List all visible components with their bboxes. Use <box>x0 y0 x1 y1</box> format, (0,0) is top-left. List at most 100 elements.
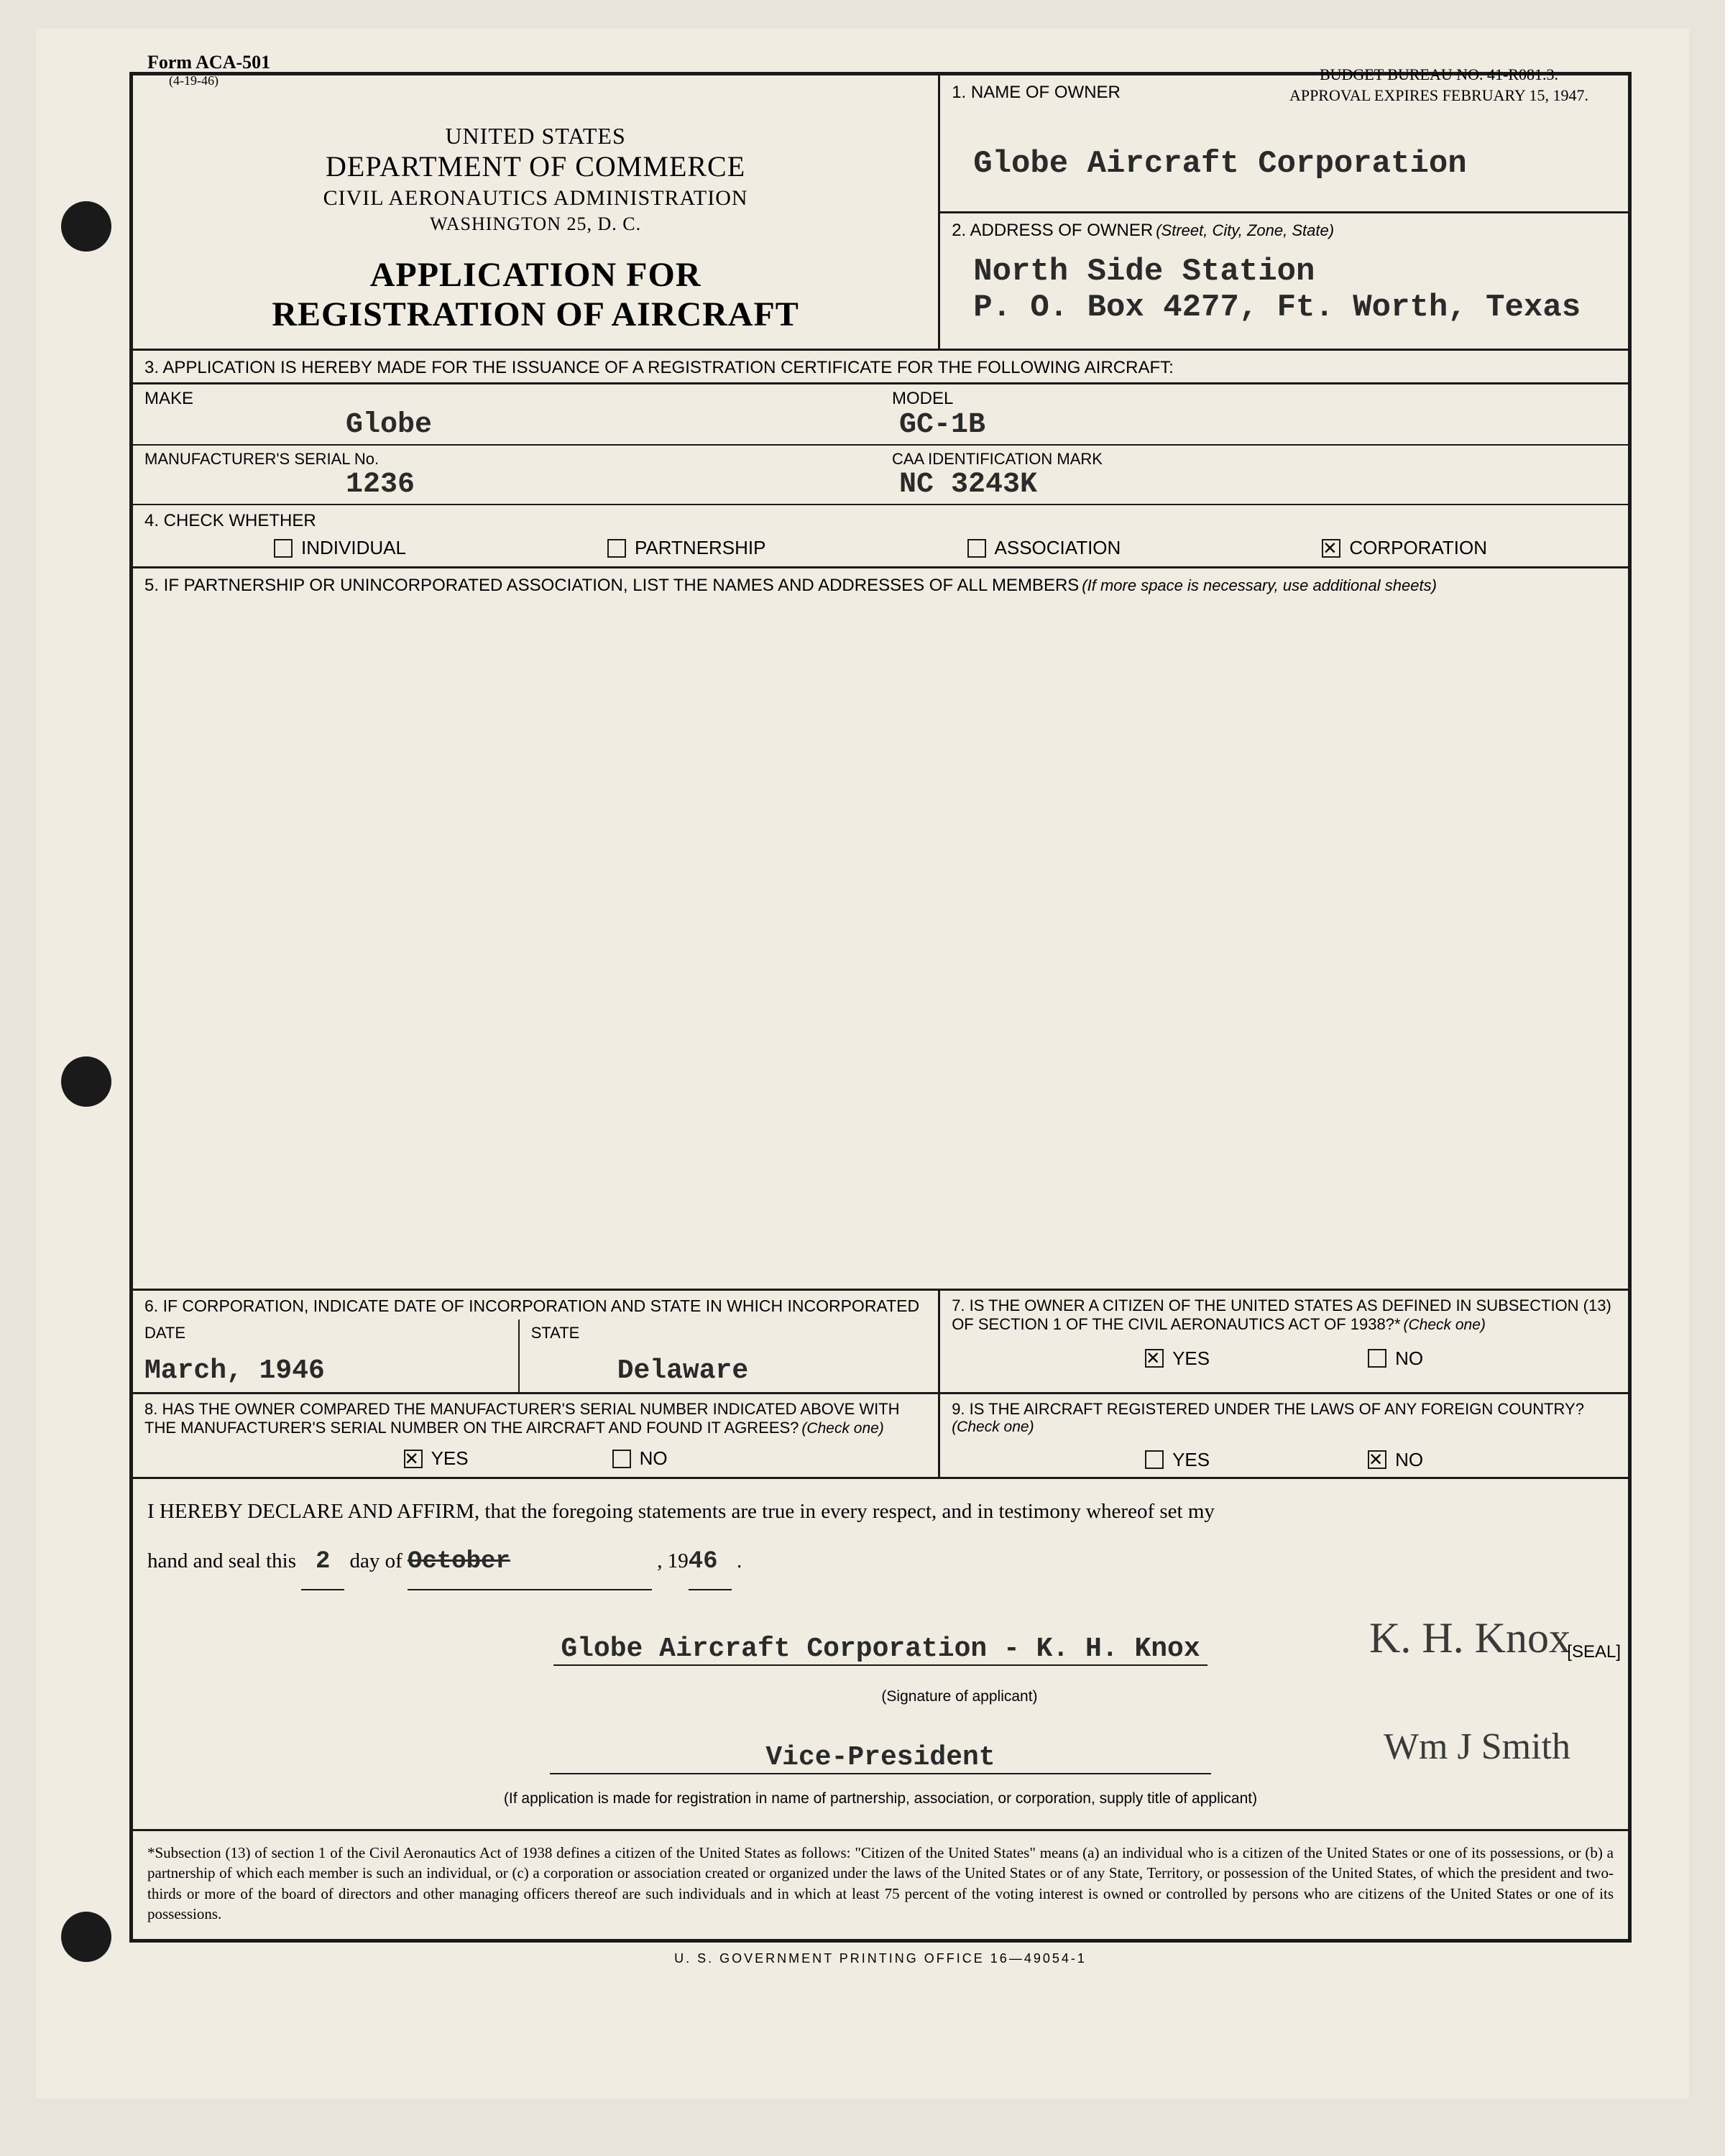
incorp-date-label: DATE <box>144 1324 507 1342</box>
declare-mid: day of <box>349 1549 402 1572</box>
owner-name-cell: 1. NAME OF OWNER Globe Aircraft Corporat… <box>940 75 1628 213</box>
owner-name-value: Globe Aircraft Corporation <box>973 146 1616 182</box>
section9: 9. IS THE AIRCRAFT REGISTERED UNDER THE … <box>940 1394 1628 1477</box>
owner-address-cell: 2. ADDRESS OF OWNER (Street, City, Zone,… <box>940 213 1628 349</box>
caa-mark-cell: CAA IDENTIFICATION MARK NC 3243K <box>880 446 1628 504</box>
section5-hint: (If more space is necessary, use additio… <box>1082 576 1437 594</box>
label-partnership: PARTNERSHIP <box>635 537 766 559</box>
section5-label: 5. IF PARTNERSHIP OR UNINCORPORATED ASSO… <box>144 576 1079 595</box>
document-page: Form ACA-501 (4-19-46) BUDGET BUREAU NO.… <box>36 29 1689 2099</box>
punch-hole <box>61 1056 111 1107</box>
section4: 4. CHECK WHETHER INDIVIDUAL PARTNERSHIP … <box>133 505 1628 568</box>
q9-yes: YES <box>1145 1449 1210 1471</box>
checkbox-q8-no[interactable] <box>612 1450 631 1468</box>
title-caption: (If application is made for registration… <box>147 1789 1614 1807</box>
opt-individual: INDIVIDUAL <box>274 537 406 559</box>
section9-hint: (Check one) <box>952 1419 1034 1435</box>
model-cell: MODEL GC-1B <box>880 384 1628 444</box>
incorp-date-value: March, 1946 <box>144 1355 507 1386</box>
declare-month: October <box>408 1535 652 1590</box>
label-individual: INDIVIDUAL <box>301 537 406 559</box>
footnote: *Subsection (13) of section 1 of the Civ… <box>133 1831 1628 1938</box>
form-id: Form ACA-501 <box>147 52 270 73</box>
q9-no: NO <box>1368 1449 1423 1471</box>
declare-period: . <box>737 1549 742 1572</box>
q7-no: NO <box>1368 1348 1423 1370</box>
row-6-7: 6. IF CORPORATION, INDICATE DATE OF INCO… <box>133 1291 1628 1394</box>
punch-hole <box>61 1912 111 1962</box>
signature-handwritten: K. H. Knox <box>1369 1590 1570 1685</box>
section6-fields: DATE March, 1946 STATE Delaware <box>133 1319 938 1392</box>
section9-label: 9. IS THE AIRCRAFT REGISTERED UNDER THE … <box>952 1400 1584 1418</box>
checkbox-partnership[interactable] <box>607 539 626 558</box>
label-q8-yes: YES <box>431 1447 469 1470</box>
applicant-title: Vice-President <box>550 1742 1210 1774</box>
label-q9-no: NO <box>1395 1449 1423 1471</box>
serial-value: 1236 <box>346 469 869 501</box>
make-label: MAKE <box>144 389 869 409</box>
row-8-9: 8. HAS THE OWNER COMPARED THE MANUFACTUR… <box>133 1394 1628 1479</box>
checkbox-q7-no[interactable] <box>1368 1349 1386 1368</box>
declaration-block: I HEREBY DECLARE AND AFFIRM, that the fo… <box>133 1479 1628 1831</box>
model-value: GC-1B <box>899 409 1616 441</box>
declare-line2: hand and seal this 2 day of October , 19… <box>147 1535 1614 1590</box>
owner-addr-line1: North Side Station <box>973 254 1616 290</box>
checkbox-q7-yes[interactable] <box>1145 1349 1164 1368</box>
label-q7-yes: YES <box>1172 1348 1210 1370</box>
applicant-signature-typed: Globe Aircraft Corporation - K. H. Knox <box>553 1634 1207 1666</box>
section4-label: 4. CHECK WHETHER <box>144 511 1616 531</box>
serial-cell: MANUFACTURER'S SERIAL No. 1236 <box>133 446 880 504</box>
incorp-date-cell: DATE March, 1946 <box>133 1319 520 1392</box>
checkbox-q9-no[interactable] <box>1368 1450 1386 1469</box>
signature-secondary: Wm J Smith <box>1384 1706 1570 1788</box>
header-washington: WASHINGTON 25, D. C. <box>147 213 924 235</box>
form-container: UNITED STATES DEPARTMENT OF COMMERCE CIV… <box>129 72 1632 1943</box>
q8-no: NO <box>612 1447 668 1470</box>
label-corporation: CORPORATION <box>1349 537 1487 559</box>
section3-label: 3. APPLICATION IS HEREBY MADE FOR THE IS… <box>133 351 1628 384</box>
checkbox-association[interactable] <box>967 539 986 558</box>
owner-addr-line2: P. O. Box 4277, Ft. Worth, Texas <box>973 290 1616 326</box>
section3-text: 3. APPLICATION IS HEREBY MADE FOR THE IS… <box>144 358 1174 377</box>
section8: 8. HAS THE OWNER COMPARED THE MANUFACTUR… <box>133 1394 940 1477</box>
label-q9-yes: YES <box>1172 1449 1210 1471</box>
section7: 7. IS THE OWNER A CITIZEN OF THE UNITED … <box>940 1291 1628 1392</box>
header-caa: CIVIL AERONAUTICS ADMINISTRATION <box>147 186 924 211</box>
label-q7-no: NO <box>1395 1348 1423 1370</box>
model-label: MODEL <box>892 389 1616 409</box>
section6-label: 6. IF CORPORATION, INDICATE DATE OF INCO… <box>133 1291 938 1319</box>
caa-mark-value: NC 3243K <box>899 469 1616 501</box>
declare-pre: hand and seal this <box>147 1549 296 1572</box>
label-q8-no: NO <box>640 1447 668 1470</box>
q8-yes: YES <box>404 1447 469 1470</box>
serial-label: MANUFACTURER'S SERIAL No. <box>144 450 869 469</box>
checkbox-individual[interactable] <box>274 539 293 558</box>
checkbox-corporation[interactable] <box>1322 539 1340 558</box>
opt-corporation: CORPORATION <box>1322 537 1487 559</box>
header-application: APPLICATION FOR <box>147 255 924 295</box>
section7-label: 7. IS THE OWNER A CITIZEN OF THE UNITED … <box>952 1296 1611 1333</box>
checkbox-q8-yes[interactable] <box>404 1450 423 1468</box>
label-association: ASSOCIATION <box>995 537 1121 559</box>
owner-addr-hint: (Street, City, Zone, State) <box>1156 221 1334 239</box>
owner-addr-label: 2. ADDRESS OF OWNER <box>952 221 1153 240</box>
punch-hole <box>61 201 111 252</box>
make-cell: MAKE Globe <box>133 384 880 444</box>
section7-options: YES NO <box>952 1348 1616 1370</box>
incorp-state-value: Delaware <box>617 1355 926 1386</box>
section6: 6. IF CORPORATION, INDICATE DATE OF INCO… <box>133 1291 940 1392</box>
owner-name-label: 1. NAME OF OWNER <box>952 83 1616 103</box>
section7-hint: (Check one) <box>1404 1317 1486 1333</box>
section5: 5. IF PARTNERSHIP OR UNINCORPORATED ASSO… <box>133 568 1628 1291</box>
make-model-row: MAKE Globe MODEL GC-1B <box>133 384 1628 446</box>
declare-post: , 19 <box>657 1549 689 1572</box>
checkbox-q9-yes[interactable] <box>1145 1450 1164 1469</box>
form-date-code: (4-19-46) <box>169 73 218 88</box>
header-title-block: UNITED STATES DEPARTMENT OF COMMERCE CIV… <box>133 75 940 351</box>
gpo-line: U. S. GOVERNMENT PRINTING OFFICE 16—4905… <box>129 1951 1632 1966</box>
caa-mark-label: CAA IDENTIFICATION MARK <box>892 450 1616 469</box>
opt-association: ASSOCIATION <box>967 537 1121 559</box>
q7-yes: YES <box>1145 1348 1210 1370</box>
declare-year: 46 <box>689 1535 732 1590</box>
section8-hint: (Check one) <box>801 1420 883 1437</box>
